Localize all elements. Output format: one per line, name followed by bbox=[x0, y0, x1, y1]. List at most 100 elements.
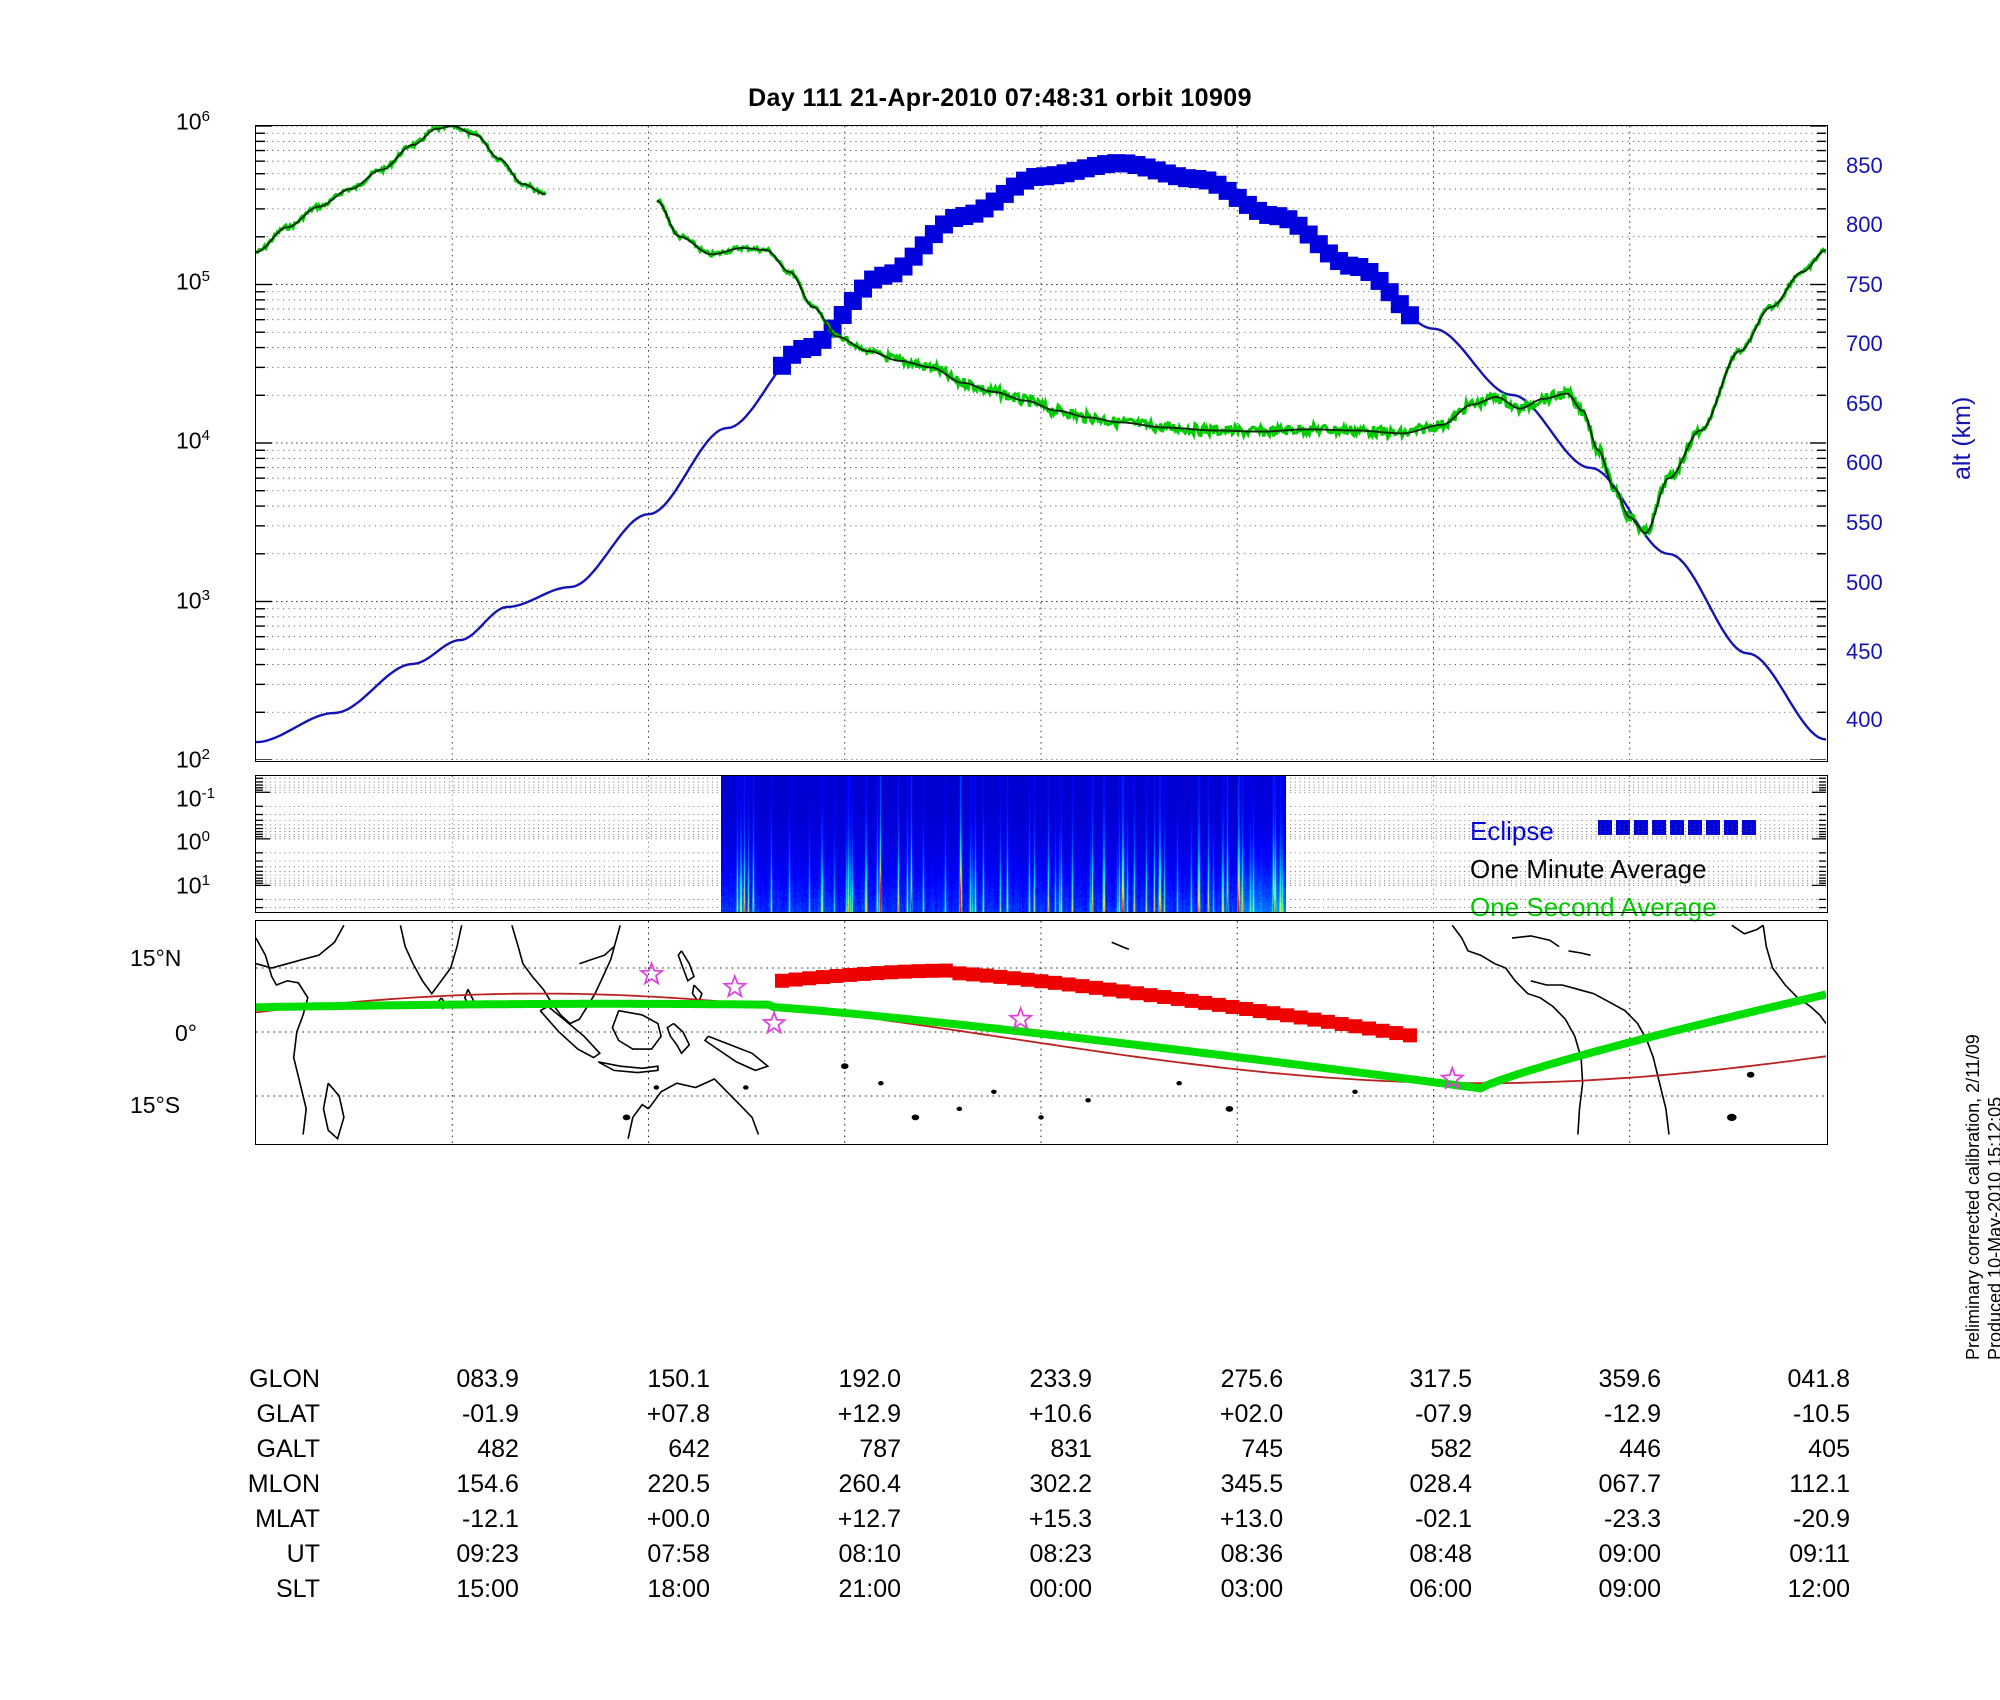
coastline bbox=[1511, 935, 1560, 948]
map-tick-north: 15°N bbox=[130, 945, 182, 971]
table-row-label: SLT bbox=[276, 1575, 320, 1603]
alt-tick-700: 700 bbox=[1846, 331, 1883, 356]
eclipse-track-marker bbox=[938, 963, 953, 978]
station-star-icon bbox=[1007, 1005, 1034, 1031]
island bbox=[653, 1085, 660, 1090]
table-row: GLON 083.9 150.1 192.0 233.9 275.6 317.5 359.6 0… bbox=[150, 1362, 1850, 1397]
coastline bbox=[666, 1022, 691, 1055]
eclipse-track-marker bbox=[1129, 986, 1144, 1001]
map-tick-south: 15°S bbox=[130, 1092, 181, 1118]
table-cell: 192.0 bbox=[838, 1365, 902, 1393]
table-cell: +13.0 bbox=[1219, 1505, 1284, 1533]
eclipse-track-marker bbox=[884, 965, 899, 980]
table-cell: 405 bbox=[1808, 1435, 1850, 1463]
eclipse-track-marker bbox=[1116, 984, 1131, 999]
table-cell: 18:00 bbox=[647, 1575, 710, 1603]
eclipse-track-marker bbox=[1007, 971, 1022, 986]
station-star-icon bbox=[1439, 1065, 1466, 1091]
table-cell: 09:23 bbox=[456, 1540, 519, 1568]
eclipse-track-marker bbox=[1184, 993, 1199, 1008]
eclipse-track-marker bbox=[1334, 1017, 1349, 1032]
table-row: MLAT -12.1 +00.0 +12.7 +15.3 +13.0 -02.1 -23.3 -… bbox=[150, 1502, 1850, 1537]
eclipse-track-marker bbox=[1170, 991, 1185, 1006]
alt-tick-400: 400 bbox=[1846, 707, 1883, 732]
table-cell: 275.6 bbox=[1220, 1365, 1284, 1393]
alt-tick-450: 450 bbox=[1846, 639, 1883, 664]
table-cell: 08:48 bbox=[1409, 1540, 1473, 1568]
eclipse-track-marker bbox=[1020, 972, 1035, 987]
eclipse-track-marker bbox=[1361, 1021, 1376, 1036]
eclipse-track-marker bbox=[870, 966, 885, 981]
eclipse-track-marker bbox=[952, 966, 967, 981]
table-cell: -07.9 bbox=[1415, 1400, 1473, 1428]
table-cell: 21:00 bbox=[838, 1575, 902, 1603]
map-svg bbox=[256, 921, 1827, 1143]
table-cell: 08:10 bbox=[838, 1540, 902, 1568]
wl-tick-1e1: 101 bbox=[176, 872, 210, 899]
table-cell: +12.7 bbox=[837, 1505, 902, 1533]
table-cell: -12.1 bbox=[461, 1505, 519, 1533]
table-cell: 112.1 bbox=[1789, 1470, 1850, 1498]
legend-item-one-minute: One Minute Average bbox=[1470, 854, 1707, 884]
table-cell: 028.4 bbox=[1409, 1470, 1473, 1498]
eclipse-marker bbox=[833, 305, 852, 324]
alt-tick-750: 750 bbox=[1846, 272, 1883, 297]
island bbox=[1038, 1115, 1044, 1120]
table-cell: 302.2 bbox=[1029, 1470, 1093, 1498]
table-row: GLAT -01.9 +07.8 +12.9 +10.6 +02.0 -07.9 -12.9 -… bbox=[150, 1397, 1850, 1432]
coastline bbox=[611, 1009, 662, 1050]
table-cell: 083.9 bbox=[456, 1365, 519, 1393]
table-row: GALT 482 642 787 831 745 582 446 405 bbox=[150, 1432, 1850, 1467]
table-cell: 787 bbox=[859, 1435, 902, 1463]
map-plot-area bbox=[256, 921, 1827, 1144]
island bbox=[1727, 1113, 1737, 1121]
eclipse-track-marker bbox=[1321, 1014, 1336, 1029]
eclipse-track-marker bbox=[774, 973, 789, 988]
eclipse-track-marker bbox=[979, 968, 994, 983]
ni-plot-svg bbox=[256, 126, 1827, 761]
coastline bbox=[539, 1005, 602, 1059]
table-cell: +10.6 bbox=[1028, 1400, 1093, 1428]
wl-tick-1e0: 100 bbox=[176, 828, 210, 855]
alt-tick-550: 550 bbox=[1846, 510, 1883, 535]
island bbox=[1352, 1089, 1358, 1094]
legend-label-eclipse: Eclipse bbox=[1470, 816, 1554, 846]
eclipse-track-marker bbox=[802, 971, 817, 986]
table-cell: +02.0 bbox=[1219, 1400, 1284, 1428]
eclipse-track-marker bbox=[1034, 974, 1049, 989]
table-row-label: MLON bbox=[247, 1470, 320, 1498]
island bbox=[743, 1085, 749, 1090]
table-row-label: UT bbox=[286, 1540, 320, 1568]
parameter-table: GLON 083.9 150.1 192.0 233.9 275.6 317.5 359.6 0… bbox=[150, 1362, 1850, 1607]
coastline bbox=[1111, 941, 1130, 950]
eclipse-track-marker bbox=[1143, 988, 1158, 1003]
wavelength-spectrogram-panel bbox=[255, 775, 1828, 913]
table-row-label: MLAT bbox=[255, 1505, 320, 1533]
island bbox=[1176, 1081, 1182, 1086]
alt-axis-label: alt (km) bbox=[1948, 396, 1976, 480]
table-row-label: GLAT bbox=[256, 1400, 320, 1428]
eclipse-track-marker bbox=[815, 970, 830, 985]
eclipse-track-marker bbox=[966, 967, 981, 982]
island bbox=[1225, 1105, 1234, 1112]
table-cell: 00:00 bbox=[1029, 1575, 1093, 1603]
coastline bbox=[1731, 924, 1764, 935]
table-cell: 08:23 bbox=[1029, 1540, 1093, 1568]
legend: Eclipse One Minute Average One Second Av… bbox=[1470, 812, 1756, 926]
table-cell: +12.9 bbox=[837, 1400, 902, 1428]
island bbox=[1746, 1071, 1755, 1078]
table-cell: 745 bbox=[1241, 1435, 1284, 1463]
eclipse-track-marker bbox=[1061, 977, 1076, 992]
credits-line-2: Produced 10-May-2010 15:12:05 bbox=[1985, 1096, 2000, 1360]
eclipse-track-marker bbox=[1307, 1012, 1322, 1027]
table-cell: 582 bbox=[1430, 1435, 1473, 1463]
spectrogram-plot-area bbox=[256, 776, 1827, 912]
eclipse-track-marker bbox=[1252, 1004, 1267, 1019]
eclipse-track-marker bbox=[829, 968, 844, 983]
table-cell: 09:00 bbox=[1598, 1540, 1661, 1568]
table-cell: -12.9 bbox=[1604, 1400, 1661, 1428]
coastline bbox=[579, 946, 615, 965]
table-cell: 07:58 bbox=[647, 1540, 710, 1568]
eclipse-track-marker bbox=[1047, 975, 1062, 990]
table-cell: 233.9 bbox=[1029, 1365, 1093, 1393]
